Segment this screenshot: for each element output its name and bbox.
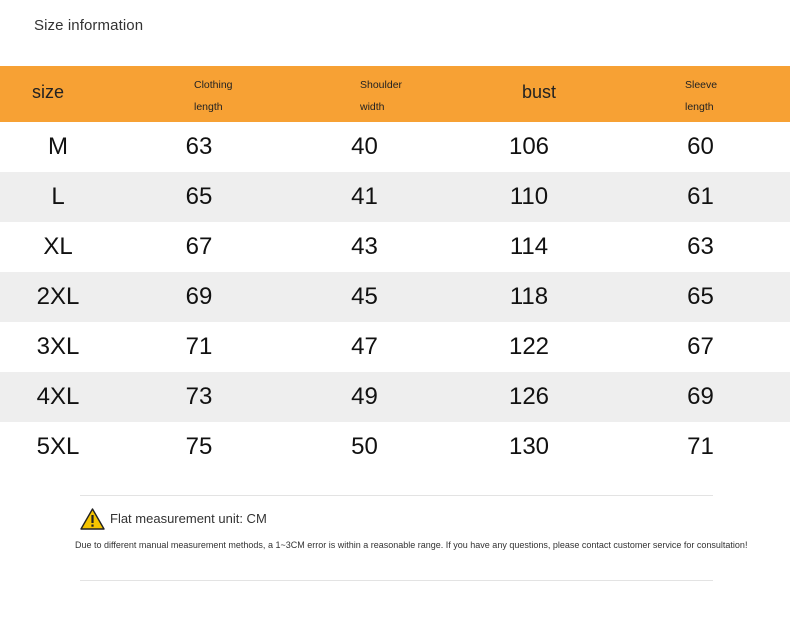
table-cell: 106: [508, 133, 550, 160]
table-cell: 4XL: [36, 383, 80, 410]
table-cell: 3XL: [36, 333, 80, 360]
table-cell: 126: [508, 383, 550, 410]
table-cell: 114: [509, 233, 549, 260]
table-cell: 122: [508, 333, 550, 360]
table-cell: 130: [508, 433, 550, 460]
table-cell: 118: [509, 283, 549, 310]
table-cell: 41: [351, 183, 378, 210]
table-cell: 61: [687, 183, 714, 210]
table-cell: 45: [351, 283, 378, 310]
size-table: size Clothing length Shoulder width bust…: [0, 66, 790, 472]
table-cell: 43: [351, 233, 378, 260]
table-cell: 63: [687, 233, 714, 260]
table-cell: 65: [185, 183, 213, 210]
table-cell: 40: [351, 133, 378, 160]
table-cell: 47: [351, 333, 378, 360]
table-row: 4XL 73 49 126 69: [0, 372, 790, 422]
table-cell: 67: [687, 333, 714, 360]
table-cell: 67: [185, 233, 213, 260]
table-cell: 63: [185, 133, 213, 160]
table-cell: L: [51, 183, 65, 210]
table-body: M 63 40 106 60 L 65 41 110 61 XL 67 43 114 63 2XL 69 45 11…: [0, 122, 790, 472]
table-cell: 69: [687, 383, 714, 410]
measurement-note: Flat measurement unit: CM Due to differe…: [75, 495, 747, 581]
page-title: Size information: [34, 17, 144, 34]
header-shoulder-width: Shoulder width: [360, 79, 403, 113]
table-cell: 73: [185, 383, 213, 410]
table-cell: 50: [351, 433, 378, 460]
table-row: 3XL 71 47 122 67: [0, 322, 790, 372]
header-clothing-length: Clothing length: [194, 79, 233, 113]
table-row: 2XL 69 45 118 65: [0, 272, 790, 322]
table-header: size Clothing length Shoulder width bust…: [0, 66, 790, 122]
table-cell: 71: [687, 433, 714, 460]
table-cell: 110: [509, 183, 549, 210]
table-cell: 5XL: [36, 433, 80, 460]
table-row: L 65 41 110 61: [0, 172, 790, 222]
table-cell: 69: [185, 283, 213, 310]
table-cell: XL: [43, 233, 73, 260]
table-cell: 71: [185, 333, 213, 360]
table-cell: 60: [687, 133, 714, 160]
table-row: 5XL 75 50 130 71: [0, 422, 790, 472]
note-title: Flat measurement unit: CM: [110, 511, 267, 526]
warning-icon: [80, 508, 105, 530]
header-bust: bust: [522, 82, 557, 102]
note-text: Due to different manual measurement meth…: [75, 540, 748, 550]
table-cell: 65: [687, 283, 714, 310]
table-row: XL 67 43 114 63: [0, 222, 790, 272]
table-cell: 49: [351, 383, 378, 410]
header-size: size: [32, 82, 65, 102]
header-sleeve-length: Sleeve length: [685, 79, 718, 113]
table-cell: 2XL: [36, 283, 80, 310]
table-cell: 75: [185, 433, 213, 460]
table-cell: M: [48, 133, 68, 160]
table-row: M 63 40 106 60: [0, 122, 790, 172]
